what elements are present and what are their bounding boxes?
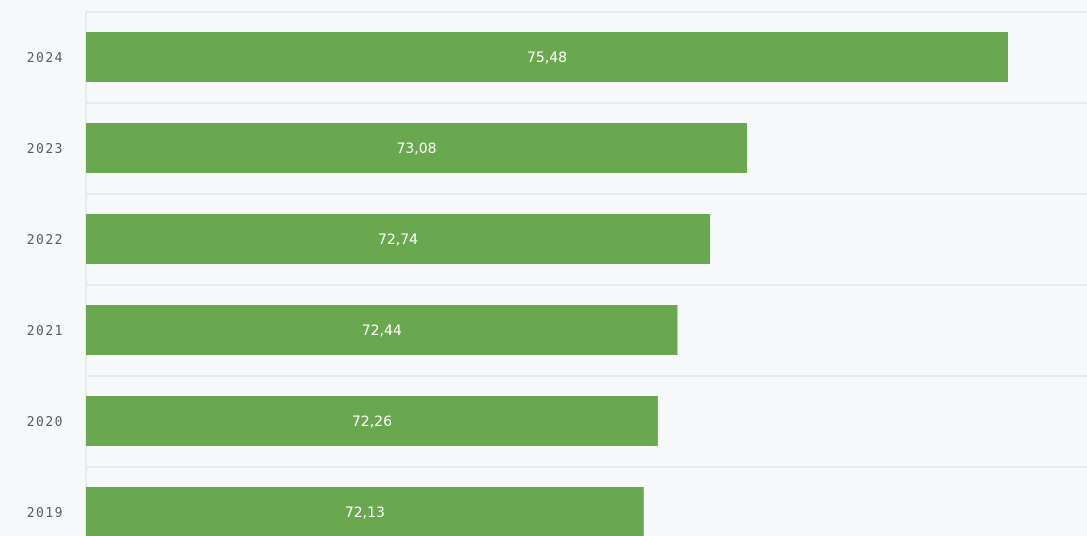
bar-2024[interactable] xyxy=(86,32,1008,82)
tick-label-2023: 2023 xyxy=(27,142,64,157)
data-label-2019: 72,13 xyxy=(345,505,385,521)
tick-label-2021: 2021 xyxy=(27,324,64,339)
data-label-2024: 75,48 xyxy=(527,50,567,66)
tick-label-2022: 2022 xyxy=(27,233,64,248)
tick-label-2020: 2020 xyxy=(27,415,64,430)
data-label-2021: 72,44 xyxy=(362,323,402,339)
bar-2021[interactable] xyxy=(86,305,678,355)
data-label-2020: 72,26 xyxy=(352,414,392,430)
tick-label-2019: 2019 xyxy=(27,506,64,521)
bar-2023[interactable] xyxy=(86,123,748,173)
data-label-2022: 72,74 xyxy=(378,232,418,248)
category-tick-labels: 2024 2023 2022 2021 2020 2019 xyxy=(27,51,64,521)
data-labels: 75,48 73,08 72,74 72,44 72,26 72,13 xyxy=(345,50,567,521)
bars xyxy=(86,32,1008,536)
bar-2020[interactable] xyxy=(86,396,658,446)
data-label-2023: 73,08 xyxy=(396,141,436,157)
bar-2022[interactable] xyxy=(86,214,711,264)
gridlines xyxy=(85,11,1087,536)
bar-2019[interactable] xyxy=(86,487,644,536)
tick-label-2024: 2024 xyxy=(27,51,64,66)
